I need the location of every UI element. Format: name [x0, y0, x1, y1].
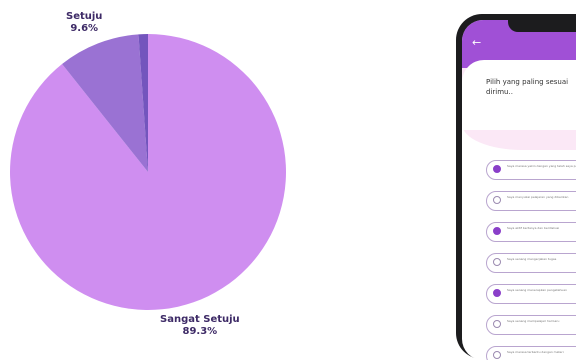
answer-option[interactable]: Saya senang menerapkan pengetahuan	[486, 284, 576, 304]
prompt-card	[462, 60, 576, 130]
slice-label-setuju-value: 9.6%	[70, 23, 99, 34]
pie-slice-other-2	[138, 34, 148, 172]
radio-button[interactable]	[493, 196, 501, 204]
question-prompt: Pilih yang paling sesuai dirimu..	[486, 78, 569, 96]
answer-option-label: Saya senang mengerjakan tugas	[507, 257, 557, 261]
back-arrow-icon[interactable]: ←	[472, 36, 482, 49]
options-list: Saya merasa yakin dengan yang telah saya…	[486, 160, 576, 360]
radio-button[interactable]	[493, 351, 501, 359]
phone-screen: ← Pilih yang paling sesuai dirimu.. Saya…	[462, 20, 576, 360]
answer-option-label: Saya senang menerapkan pengetahuan	[507, 288, 568, 292]
answer-option[interactable]: Saya aktif bertanya dan berdiskusi	[486, 222, 576, 242]
slice-label-setuju: Setuju 9.6%	[66, 11, 102, 35]
answer-option-label: Saya menyukai pelajaran yang diberikan	[507, 195, 569, 199]
pie-slice-setuju	[62, 34, 149, 173]
answer-option[interactable]: Saya senang mengerjakan tugas	[486, 253, 576, 273]
answer-option[interactable]: Saya merasa yakin dengan yang telah saya…	[486, 160, 576, 180]
phone-notch	[508, 14, 576, 32]
radio-button[interactable]	[493, 258, 501, 266]
radio-button[interactable]	[493, 165, 501, 173]
answer-option-label: Saya merasa terbantu dengan materi	[507, 350, 564, 354]
slice-label-sangat-setuju: Sangat Setuju 89.3%	[160, 314, 240, 338]
answer-option-label: Saya aktif bertanya dan berdiskusi	[507, 226, 560, 230]
answer-option[interactable]: Saya senang mempelajari hal baru	[486, 315, 576, 335]
answer-option[interactable]: Saya merasa terbantu dengan materi	[486, 346, 576, 360]
radio-button[interactable]	[493, 289, 501, 297]
answer-option-label: Saya senang mempelajari hal baru	[507, 319, 560, 323]
radio-button[interactable]	[493, 227, 501, 235]
answer-option[interactable]: Saya menyukai pelajaran yang diberikan	[486, 191, 576, 211]
pie-chart	[9, 34, 286, 310]
slice-label-setuju-name: Setuju	[66, 11, 103, 22]
slice-label-sangat-setuju-value: 89.3%	[182, 326, 218, 337]
radio-button[interactable]	[493, 320, 501, 328]
phone-mockup: ← Pilih yang paling sesuai dirimu.. Saya…	[456, 14, 576, 360]
answer-option-label: Saya merasa yakin dengan yang telah saya…	[507, 164, 576, 168]
slice-label-sangat-setuju-name: Sangat Setuju	[160, 314, 240, 325]
